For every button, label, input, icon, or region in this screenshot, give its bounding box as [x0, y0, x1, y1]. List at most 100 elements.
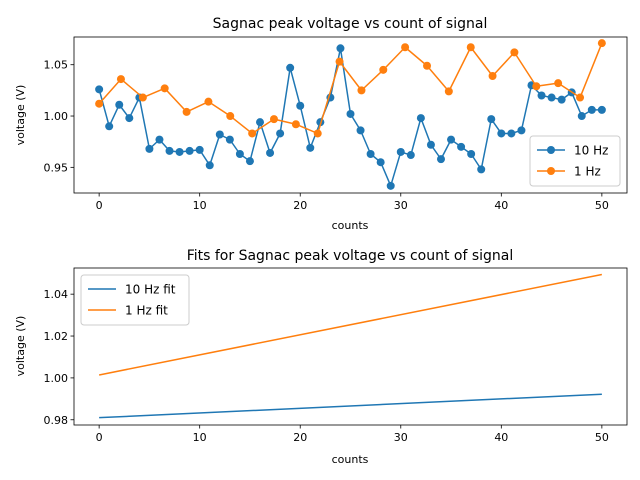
data-point-1-hz — [138, 93, 147, 102]
data-point-10-hz — [436, 155, 445, 164]
plot-area — [98, 273, 603, 419]
data-point-10-hz — [245, 157, 254, 166]
legend-label: 10 Hz — [574, 144, 608, 158]
series-line-1-hz-fit — [98, 273, 603, 376]
data-point-10-hz — [256, 118, 265, 127]
data-point-1-hz — [532, 82, 541, 91]
data-point-10-hz — [366, 150, 375, 158]
x-tick-label: 50 — [595, 199, 609, 212]
data-point-10-hz — [286, 63, 295, 72]
data-point-1-hz — [488, 72, 497, 80]
data-point-10-hz — [426, 140, 435, 149]
data-point-10-hz — [557, 95, 566, 104]
y-axis-label: voltage (V) — [14, 85, 27, 146]
plot-area — [95, 39, 606, 190]
fits-chart: Fits for Sagnac peak voltage vs count of… — [14, 248, 628, 466]
data-point-10-hz — [296, 101, 305, 110]
data-point-10-hz — [185, 146, 194, 155]
data-point-1-hz — [554, 79, 563, 88]
data-point-1-hz — [576, 93, 585, 102]
x-tick-label: 30 — [394, 199, 408, 212]
data-point-10-hz — [577, 112, 586, 121]
data-point-10-hz — [266, 148, 275, 157]
y-tick-label: 1.05 — [44, 59, 69, 72]
data-point-10-hz — [195, 145, 204, 154]
x-tick-label: 30 — [394, 431, 408, 444]
x-tick-label: 40 — [494, 431, 508, 444]
data-point-1-hz — [291, 120, 300, 129]
data-point-10-hz — [95, 85, 104, 94]
data-point-1-hz — [335, 57, 344, 66]
axes-frame — [73, 36, 628, 194]
data-point-10-hz — [497, 129, 506, 138]
x-tick-label: 20 — [293, 199, 307, 212]
data-point-10-hz — [205, 161, 214, 170]
data-point-10-hz — [406, 151, 415, 160]
y-tick-label: 0.95 — [44, 161, 69, 174]
data-point-10-hz — [487, 115, 496, 124]
x-tick-label: 20 — [293, 431, 307, 444]
data-point-1-hz — [204, 97, 213, 106]
data-point-10-hz — [597, 105, 606, 114]
legend-label: 1 Hz fit — [125, 304, 168, 318]
voltage-chart: Sagnac peak voltage vs count of signal c… — [14, 16, 628, 232]
data-point-1-hz — [466, 43, 475, 52]
legend-label: 1 Hz — [574, 165, 601, 179]
data-point-10-hz — [346, 109, 355, 118]
x-axis-label: counts — [332, 219, 369, 232]
x-tick-label: 50 — [595, 431, 609, 444]
data-point-10-hz — [235, 150, 244, 158]
y-tick-label: 0.98 — [44, 414, 69, 427]
data-point-10-hz — [447, 135, 456, 144]
series-line-10-hz-fit — [99, 393, 602, 419]
data-point-10-hz — [396, 147, 405, 156]
axis-ticks: 0 10 20 30 40 50 0.95 1.00 1.05 — [44, 59, 609, 212]
axis-ticks: 0 10 20 30 40 50 0.98 1.00 1.02 1.04 — [44, 288, 609, 444]
legend-marker — [547, 146, 555, 154]
data-point-10-hz — [386, 181, 395, 190]
data-point-10-hz — [457, 142, 466, 151]
data-point-1-hz — [444, 87, 453, 96]
y-tick-label: 1.04 — [44, 288, 69, 301]
data-point-10-hz — [215, 130, 224, 139]
legend: 10 Hz fit 1 Hz fit — [80, 274, 190, 326]
data-point-1-hz — [248, 129, 257, 138]
data-point-10-hz — [547, 93, 556, 102]
data-point-1-hz — [116, 75, 125, 84]
legend-label: 10 Hz fit — [125, 283, 176, 297]
x-tick-label: 10 — [193, 199, 207, 212]
data-point-1-hz — [510, 48, 519, 57]
data-point-10-hz — [467, 150, 476, 158]
data-point-10-hz — [145, 144, 154, 153]
legend-box — [80, 274, 190, 326]
data-point-10-hz — [155, 135, 164, 144]
chart-title: Fits for Sagnac peak voltage vs count of… — [187, 248, 514, 264]
data-point-1-hz — [597, 39, 606, 48]
data-point-10-hz — [306, 143, 315, 152]
x-tick-label: 0 — [96, 431, 103, 444]
data-point-10-hz — [356, 126, 365, 135]
data-point-10-hz — [165, 146, 174, 155]
y-tick-label: 1.00 — [44, 110, 69, 123]
x-axis-label: counts — [332, 453, 369, 466]
y-tick-label: 1.02 — [44, 330, 69, 343]
data-point-10-hz — [276, 129, 285, 138]
data-point-10-hz — [507, 129, 516, 138]
x-tick-label: 10 — [193, 431, 207, 444]
data-point-1-hz — [401, 43, 410, 52]
data-point-1-hz — [160, 84, 169, 93]
data-point-1-hz — [226, 112, 235, 121]
y-axis-label: voltage (V) — [14, 316, 27, 377]
data-point-10-hz — [336, 44, 345, 53]
data-point-1-hz — [313, 129, 322, 138]
legend-marker — [547, 167, 555, 175]
data-point-10-hz — [537, 91, 546, 100]
data-point-1-hz — [423, 61, 432, 70]
data-point-10-hz — [587, 105, 596, 114]
data-point-10-hz — [376, 158, 385, 167]
data-point-1-hz — [357, 86, 366, 95]
series-line-1-hz — [98, 42, 603, 135]
axes-frame — [73, 267, 628, 426]
